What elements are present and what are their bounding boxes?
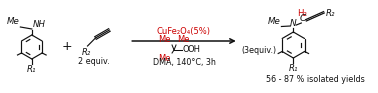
Text: Me: Me (158, 54, 171, 63)
Text: C: C (299, 14, 305, 23)
Text: Me: Me (177, 35, 189, 44)
Text: H₂: H₂ (297, 9, 307, 18)
Text: 2 equiv.: 2 equiv. (77, 57, 109, 65)
Text: N: N (290, 19, 297, 28)
Text: NH: NH (33, 20, 46, 29)
Text: 56 - 87 % isolated yields: 56 - 87 % isolated yields (266, 74, 365, 84)
Text: R₂: R₂ (326, 8, 336, 17)
Text: +: + (61, 40, 72, 53)
Text: Me: Me (7, 17, 20, 26)
Text: (3equiv.): (3equiv.) (242, 45, 277, 54)
Text: R₁: R₁ (289, 64, 298, 73)
Text: OH: OH (188, 44, 201, 53)
Text: CuFe₂O₄(5%): CuFe₂O₄(5%) (157, 27, 211, 36)
Text: Me: Me (158, 35, 171, 44)
Text: R₂: R₂ (82, 48, 91, 57)
Text: Me: Me (268, 17, 280, 26)
Text: R₁: R₁ (27, 65, 37, 74)
Text: DMA, 140°C, 3h: DMA, 140°C, 3h (153, 58, 215, 68)
Text: O: O (183, 44, 190, 53)
